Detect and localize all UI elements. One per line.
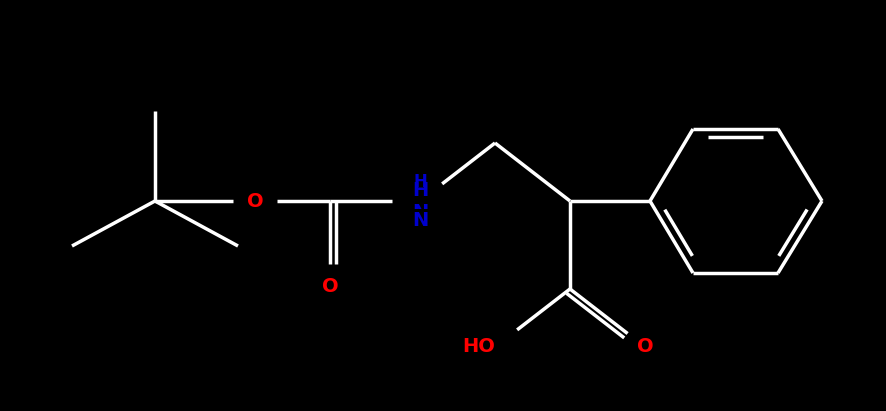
Text: N: N <box>411 211 428 230</box>
Text: HO: HO <box>462 337 494 356</box>
Text: H
N: H N <box>411 180 428 222</box>
Text: O: O <box>322 277 338 296</box>
Text: O: O <box>246 192 263 210</box>
Text: H: H <box>413 173 426 191</box>
Text: O: O <box>636 337 653 356</box>
